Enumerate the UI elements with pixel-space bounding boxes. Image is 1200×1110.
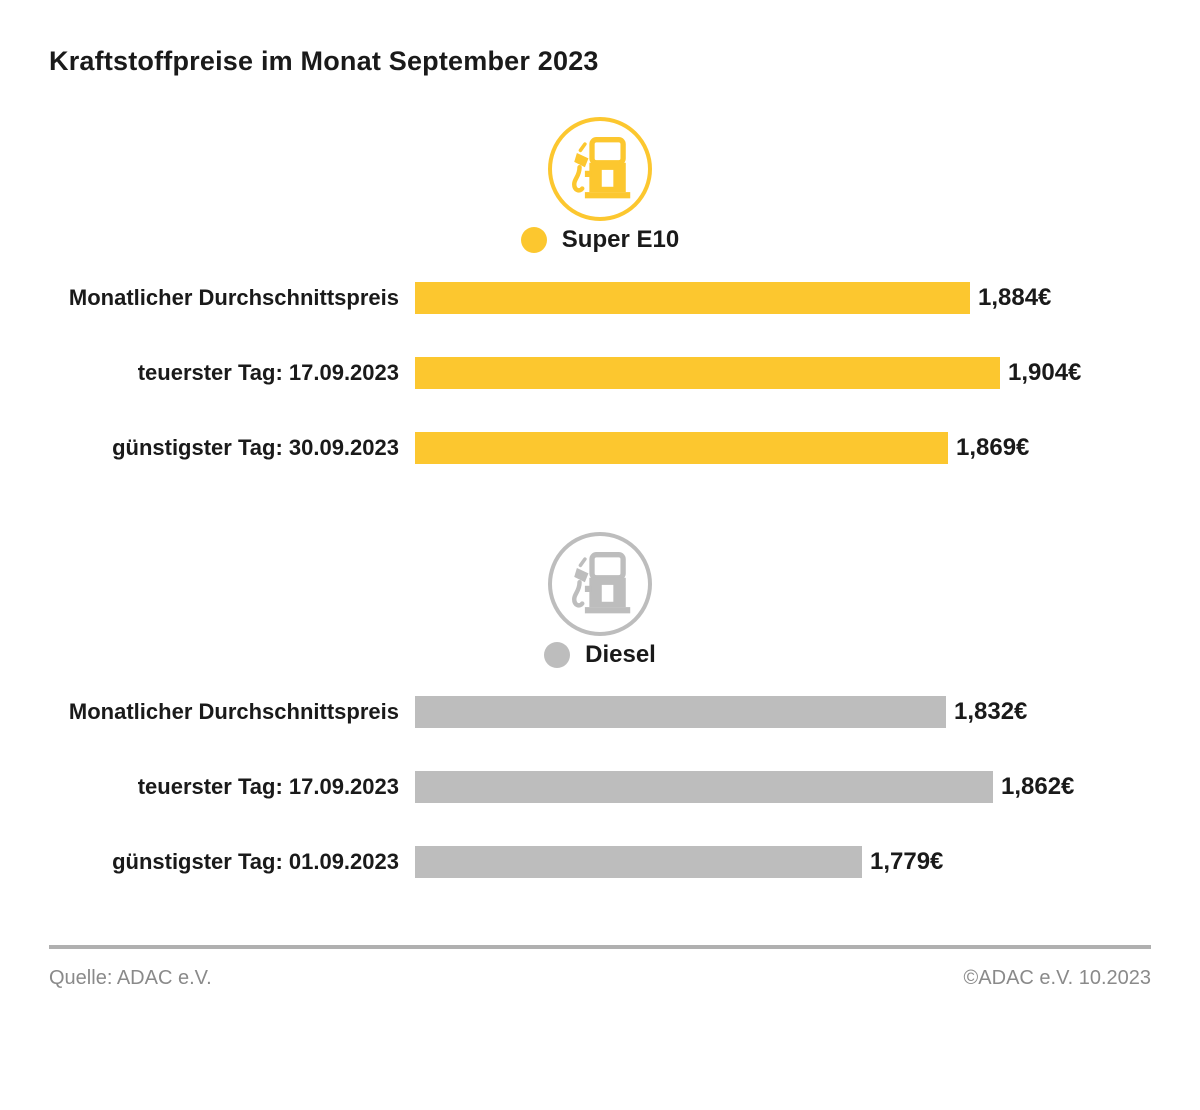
bar-row: Monatlicher Durchschnittspreis 1,832€ [49,696,1151,728]
bar-value-label: 1,884€ [978,284,1052,311]
bar [415,357,1000,389]
bar-track: 1,904€ [415,357,1151,389]
legend-label: Super E10 [561,226,680,253]
bar [415,282,970,314]
legend-super-e10: Super E10 [49,226,1151,253]
fuel-pump-icon [548,117,652,221]
bar-value-label: 1,869€ [956,434,1030,461]
bar-value-label: 1,904€ [1008,359,1082,386]
infographic: Kraftstoffpreise im Monat September 2023… [0,46,1200,1110]
bar-row-label: Monatlicher Durchschnittspreis [68,285,399,310]
bar-track: 1,884€ [415,282,1151,314]
bar [415,432,948,464]
bar-track: 1,832€ [415,696,1151,728]
bar-row-label: Monatlicher Durchschnittspreis [68,699,399,724]
bar-row: günstigster Tag: 30.09.2023 1,869€ [49,432,1151,464]
source-note: Quelle: ADAC e.V. [49,967,212,989]
bar-value-label: 1,862€ [1001,773,1075,800]
bar-row: Monatlicher Durchschnittspreis 1,884€ [49,282,1151,314]
bar-rows-super-e10: Monatlicher Durchschnittspreis 1,884€ teue… [49,282,1151,464]
bar-track: 1,862€ [415,771,1151,803]
bar [415,696,946,728]
bar-rows-diesel: Monatlicher Durchschnittspreis 1,832€ teue… [49,696,1151,878]
legend-diesel: Diesel [49,641,1151,668]
bar [415,846,862,878]
bar-row: teuerster Tag: 17.09.2023 1,904€ [49,357,1151,389]
legend-dot [544,642,571,668]
bar-row: teuerster Tag: 17.09.2023 1,862€ [49,771,1151,803]
footer: Quelle: ADAC e.V. ©ADAC e.V. 10.2023 [49,967,1151,990]
page-title: Kraftstoffpreise im Monat September 2023 [49,46,599,76]
bar-row-label: teuerster Tag: 17.09.2023 [137,774,399,799]
bar-row: günstigster Tag: 01.09.2023 1,779€ [49,846,1151,878]
copyright-note: ©ADAC e.V. 10.2023 [963,967,1151,989]
legend-dot [520,227,547,253]
bar [415,771,993,803]
footer-divider [49,945,1151,949]
bar-track: 1,869€ [415,432,1151,464]
legend-label: Diesel [585,641,656,668]
bar-row-label: teuerster Tag: 17.09.2023 [137,360,399,385]
fuel-pump-icon [548,532,652,636]
section-diesel: Diesel Monatlicher Durchschnittspreis 1,8… [49,532,1151,878]
section-super-e10: Super E10 Monatlicher Durchschnittspreis… [49,117,1151,464]
bar-value-label: 1,779€ [870,848,944,875]
bar-track: 1,779€ [415,846,1151,878]
bar-value-label: 1,832€ [954,698,1028,725]
bar-row-label: günstigster Tag: 30.09.2023 [112,435,399,460]
bar-row-label: günstigster Tag: 01.09.2023 [112,849,399,874]
